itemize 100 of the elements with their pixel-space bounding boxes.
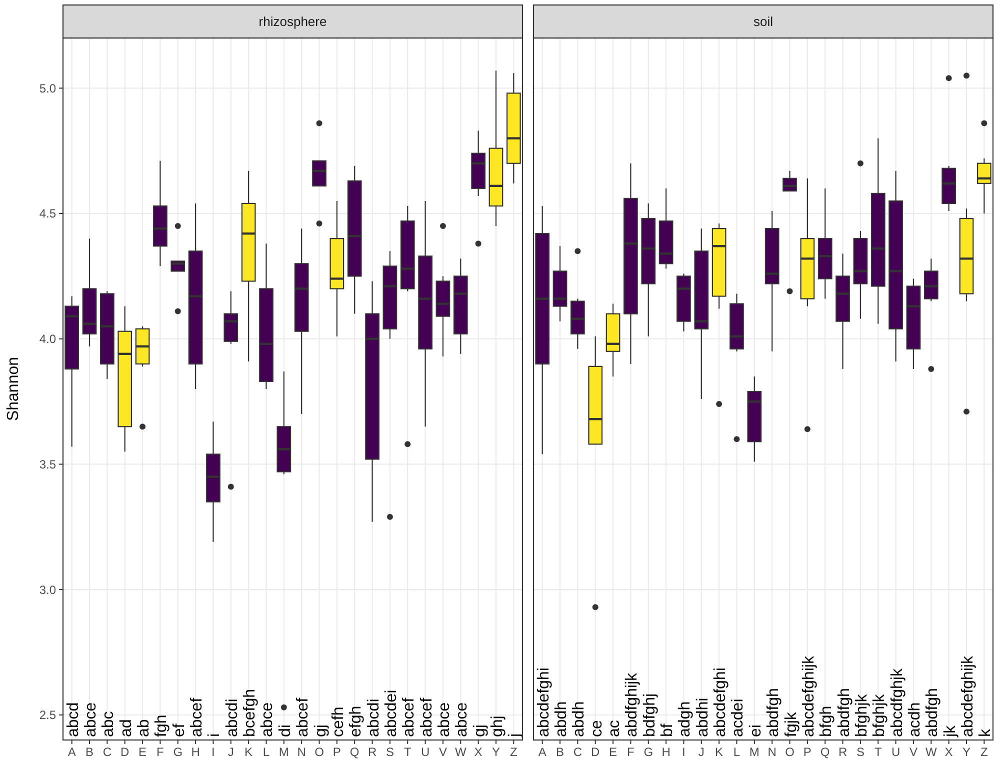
annotation: ghj	[488, 716, 506, 737]
x-tick-label: V	[438, 745, 447, 759]
annotation: di	[276, 724, 294, 737]
x-tick-label: U	[891, 745, 900, 759]
x-tick-label: B	[86, 745, 94, 759]
x-tick-label: M	[749, 745, 760, 759]
annotation: gj	[312, 724, 330, 737]
annotation: k	[977, 728, 994, 737]
y-axis-title: Shannon	[5, 356, 22, 422]
annotation: abcef	[418, 697, 436, 737]
x-tick-label: T	[874, 745, 882, 759]
annotation: bfghjk	[853, 693, 870, 737]
x-tick-label: L	[733, 745, 740, 759]
y-tick-label: 2.5	[39, 708, 56, 722]
annotation: abce	[436, 702, 453, 737]
x-tick-label: N	[768, 745, 776, 759]
annotation: jk	[942, 724, 959, 738]
x-tick-label: K	[715, 745, 724, 759]
annotation: bf	[659, 723, 676, 737]
x-tick-label: I	[682, 745, 686, 759]
annotation: abdfgh	[765, 688, 782, 737]
annotation: abdfgh	[924, 688, 942, 737]
y-tick-label: 5.0	[39, 81, 56, 96]
chart-title: soil	[753, 14, 774, 30]
chart-title: rhizosphere	[258, 14, 327, 30]
x-tick-label: Y	[962, 745, 970, 759]
annotation: abce	[82, 702, 100, 737]
annotation: bcefgh	[242, 688, 259, 737]
annotation: bfgh	[818, 706, 836, 737]
x-tick-label: E	[609, 745, 618, 759]
x-tick-label: E	[138, 745, 147, 759]
x-tick-label: S	[856, 745, 864, 759]
annotation: abcef	[188, 697, 206, 737]
x-tick-label: K	[244, 745, 253, 759]
x-tick-label: F	[156, 745, 164, 759]
annotation: efgh	[348, 706, 365, 737]
annotation: abdfghijk	[624, 672, 641, 737]
x-tick-label: H	[191, 745, 200, 759]
annotation: abcdefghi	[535, 668, 552, 737]
x-tick-label: A	[538, 745, 546, 759]
x-tick-label: D	[591, 745, 600, 759]
y-tick-label: 3.5	[39, 457, 56, 472]
annotation: bfghjk	[871, 693, 888, 737]
x-tick-label: F	[627, 745, 634, 759]
x-tick-label: R	[368, 745, 377, 759]
annotation: ad	[118, 719, 135, 737]
annotation: acdei	[730, 698, 747, 737]
x-tick-label: D	[120, 745, 130, 759]
annotation: ac	[606, 720, 624, 737]
x-tick-label: I	[212, 745, 215, 759]
annotation: abce	[454, 702, 471, 737]
annotation: abdhi	[694, 698, 712, 737]
annotation: abdfgh	[836, 688, 853, 737]
annotation: abce	[259, 702, 276, 737]
annotation: ef	[170, 723, 188, 737]
x-tick-label: H	[662, 745, 670, 759]
annotation: abcef	[294, 697, 312, 737]
x-tick-label: X	[474, 745, 482, 759]
annotation: cefh	[330, 706, 347, 737]
x-tick-label: J	[698, 745, 704, 759]
annotation: abcdi	[365, 698, 382, 737]
x-tick-label: Q	[350, 745, 360, 759]
annotation: i	[206, 733, 224, 737]
x-tick-label: G	[644, 745, 654, 759]
annotation: abdh	[553, 701, 570, 737]
x-tick-label: M	[278, 745, 289, 759]
annotation: gj	[471, 724, 488, 737]
x-tick-label: N	[297, 745, 306, 759]
annotation: ei	[747, 724, 764, 737]
x-tick-label: A	[68, 745, 76, 759]
x-tick-label: U	[420, 745, 430, 759]
x-tick-label: W	[925, 745, 938, 759]
x-tick-label: X	[944, 745, 953, 759]
annotation: ce	[588, 720, 606, 737]
x-tick-label: G	[173, 745, 183, 759]
annotation: abcef	[400, 697, 418, 737]
x-tick-label: P	[803, 745, 812, 759]
x-tick-label: P	[332, 745, 341, 759]
annotation: abcdefghijk	[959, 655, 976, 737]
annotation: bdfghj	[641, 693, 658, 737]
x-tick-label: Q	[820, 745, 830, 759]
y-tick-label: 4.0	[39, 332, 56, 346]
x-tick-label: R	[838, 745, 848, 759]
annotation: abcdi	[224, 698, 241, 737]
x-tick-label: O	[785, 745, 794, 759]
x-tick-label: V	[909, 745, 918, 759]
annotation: abdh	[570, 701, 588, 737]
x-tick-label: Z	[510, 745, 518, 759]
x-tick-label: O	[314, 745, 324, 759]
annotation: acdh	[906, 702, 924, 737]
x-tick-label: Z	[980, 745, 988, 759]
x-tick-label: J	[228, 745, 234, 759]
x-tick-label: C	[573, 745, 582, 759]
annotation: abcd	[64, 702, 82, 737]
annotation: abcdefghi	[712, 668, 730, 737]
y-tick-label: 4.5	[39, 206, 56, 221]
annotation: fgjk	[782, 711, 800, 737]
annotation: abcdei	[382, 690, 400, 737]
annotation: abc	[100, 711, 118, 737]
annotation: abcdfghjk	[888, 668, 906, 737]
